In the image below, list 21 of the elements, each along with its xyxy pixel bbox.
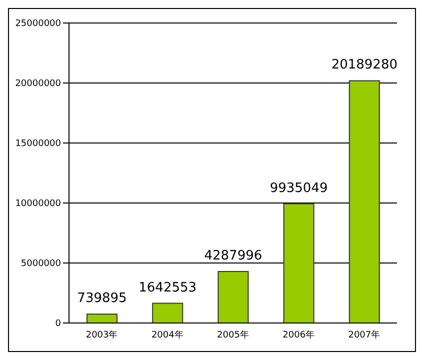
y-tick-label: 10000000 (15, 199, 62, 210)
bar (86, 314, 118, 323)
data-label: 1642553 (138, 280, 197, 296)
y-tick-label: 25000000 (15, 19, 62, 30)
bar (348, 80, 380, 323)
data-label: 739895 (77, 291, 127, 306)
data-label: 9935049 (270, 180, 328, 196)
x-tick-label: 2004年 (151, 329, 184, 340)
data-label: 4287996 (204, 248, 262, 264)
x-tick-label: 2006年 (282, 329, 315, 340)
y-tick-label: 20000000 (15, 79, 62, 90)
bar (218, 271, 249, 323)
data-label: 20189280 (331, 58, 398, 73)
x-tick-label: 2003年 (86, 329, 118, 340)
bar (152, 302, 184, 323)
x-tick-label: 2005年 (217, 329, 249, 340)
y-tick-label: 15000000 (15, 139, 62, 150)
bar (283, 203, 314, 323)
y-tick-label: 0 (55, 319, 62, 330)
y-tick-label: 5000000 (20, 259, 62, 270)
x-tick-label: 2007年 (348, 329, 380, 340)
